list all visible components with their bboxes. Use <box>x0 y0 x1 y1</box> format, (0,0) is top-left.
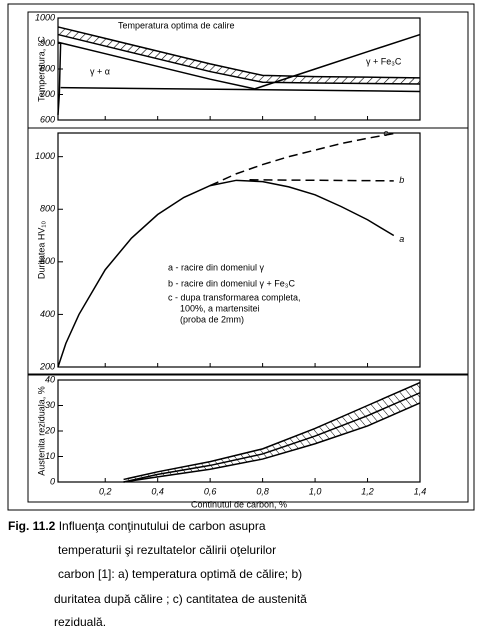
curve <box>123 381 421 481</box>
curve-label: a <box>399 234 404 244</box>
caption-text: Influenţa conţinutului de carbon asupra <box>55 519 265 533</box>
hatched-band <box>123 382 420 482</box>
curve <box>123 402 421 483</box>
caption-line: carbon [1]: a) temperatura optimă de căl… <box>58 567 302 581</box>
y-tick-label: 0 <box>50 476 55 486</box>
curve <box>254 33 421 90</box>
y-tick-label: 800 <box>40 204 55 214</box>
y-axis-label: Duritatea HV₁₀ <box>36 221 46 280</box>
curve-label: c <box>384 128 389 138</box>
y-tick-label: 900 <box>40 38 55 48</box>
curve <box>57 179 395 368</box>
hatched-band <box>58 26 420 85</box>
curve <box>60 86 421 93</box>
annotation: 100%, a martensitei <box>180 303 260 313</box>
x-tick-label: 0,2 <box>99 486 112 496</box>
y-tick-label: 700 <box>40 89 55 99</box>
caption-line: duritatea după călire ; c) cantitatea de… <box>54 592 307 606</box>
y-tick-label: 800 <box>40 63 55 73</box>
y-tick-label: 1000 <box>35 12 55 22</box>
y-tick-label: 1000 <box>35 151 55 161</box>
annotation: a - racire din domeniul γ <box>168 262 265 272</box>
annotation: (proba de 2mm) <box>180 314 244 324</box>
x-tick-label: 1,0 <box>309 486 322 496</box>
caption-line: reziduală. <box>54 615 106 629</box>
caption-figure: Fig. 11.2 <box>8 519 56 533</box>
y-tick-label: 40 <box>45 374 55 384</box>
annotation: Temperatura optima de calire <box>118 20 235 30</box>
curve <box>123 392 421 483</box>
panel-frame <box>27 373 469 503</box>
annotation: c - dupa transformarea completa, <box>168 292 301 302</box>
plot-area <box>57 132 421 368</box>
curve <box>57 26 421 79</box>
annotation: γ + Fe₃C <box>366 56 402 66</box>
curve <box>209 132 394 187</box>
y-axis-label: Austenita reziduala, % <box>36 386 46 476</box>
panel-frame <box>27 127 469 376</box>
curve <box>57 41 255 90</box>
y-axis-label: Temperatura, °C <box>36 36 46 102</box>
y-tick-label: 20 <box>44 425 55 435</box>
curve <box>249 179 394 182</box>
curve <box>57 33 421 85</box>
y-tick-label: 10 <box>45 451 55 461</box>
annotation: b - racire din domeniul γ + Fe₃C <box>168 278 295 288</box>
curve <box>57 43 62 115</box>
caption-line: Fig. 11.2 Influenţa conţinutului de carb… <box>8 519 266 533</box>
curve-label: b <box>399 175 404 185</box>
caption-line: temperaturii şi rezultatelor călirii oţe… <box>58 543 276 557</box>
y-tick-label: 600 <box>40 114 55 124</box>
x-axis-label: Continutul de carbon, % <box>191 499 287 509</box>
x-tick-label: 1,2 <box>361 486 374 496</box>
plot-area <box>57 379 421 483</box>
x-tick-label: 0,8 <box>256 486 269 496</box>
x-tick-label: 1,4 <box>414 486 427 496</box>
y-tick-label: 30 <box>45 400 55 410</box>
y-tick-label: 600 <box>40 256 55 266</box>
annotation: γ + α <box>90 66 110 76</box>
x-tick-label: 0,6 <box>204 486 217 496</box>
figure-border <box>7 3 475 511</box>
x-tick-label: 0,4 <box>151 486 164 496</box>
y-tick-label: 200 <box>39 361 55 371</box>
y-tick-label: 400 <box>40 309 55 319</box>
plot-area <box>57 17 421 121</box>
